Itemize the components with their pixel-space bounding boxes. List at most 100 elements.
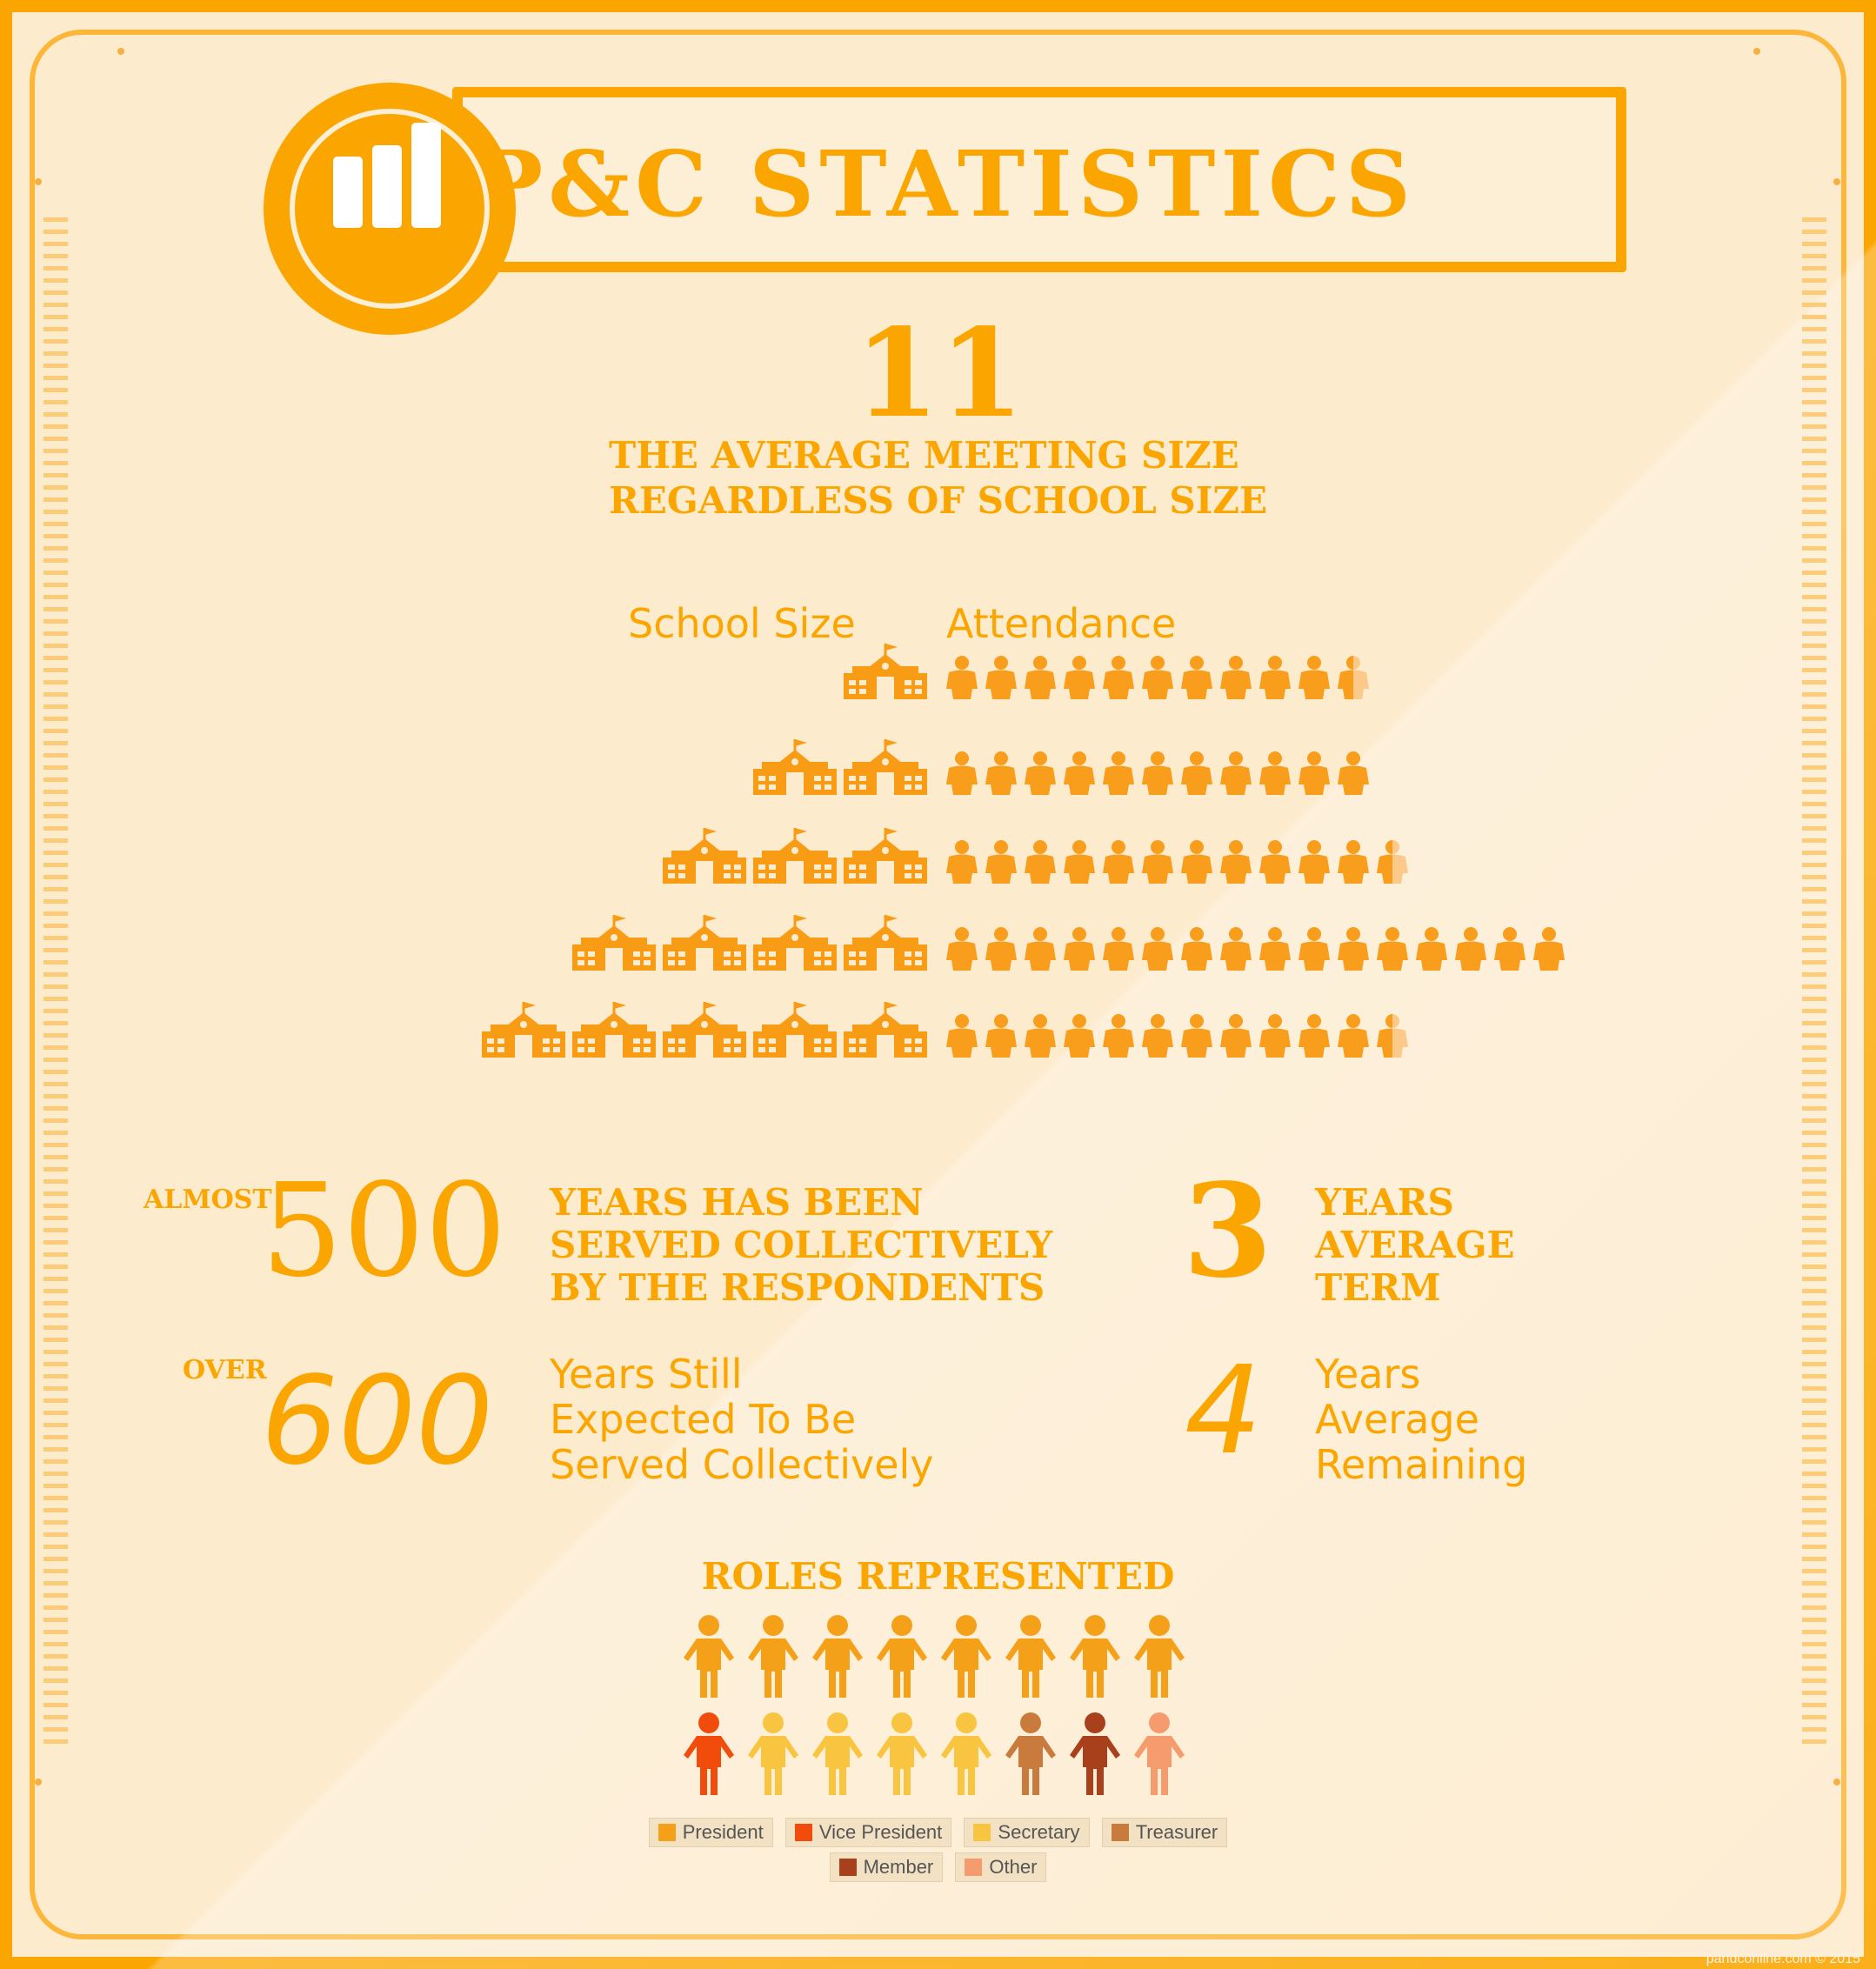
person-icon (1259, 1014, 1291, 1058)
role-person-icon (748, 1712, 798, 1795)
legend-swatch (965, 1859, 983, 1876)
remaining-line3: Remaining (1315, 1441, 1528, 1488)
legend-item-treasurer: Treasurer (1101, 1818, 1228, 1847)
role-person-icon (941, 1712, 991, 1795)
person-icon (1338, 1014, 1369, 1058)
served-prefix: ALMOST (144, 1185, 272, 1215)
person-icon (1064, 656, 1095, 699)
term-line3: TERM (1315, 1266, 1441, 1309)
school-icon (842, 913, 929, 972)
term-line1: YEARS (1315, 1181, 1454, 1224)
person-icon (1181, 1014, 1212, 1058)
legend-label: Treasurer (1135, 1821, 1218, 1843)
person-icon (1181, 927, 1212, 971)
role-person-icon (1070, 1615, 1120, 1698)
school-icon (571, 913, 658, 972)
remaining-line1: Years (1315, 1351, 1421, 1398)
person-icon (1338, 840, 1369, 884)
school-icon (751, 913, 838, 972)
legend-item-member: Member (829, 1852, 944, 1882)
person-icon (946, 751, 978, 795)
meeting-caption-line1: THE AVERAGE MEETING SIZE (609, 434, 1239, 477)
person-icon (1299, 656, 1330, 699)
person-icon (1299, 751, 1330, 795)
bar-chart-icon (372, 145, 402, 228)
person-icon (1103, 751, 1134, 795)
school-icon (842, 642, 929, 701)
person-icon (1220, 840, 1252, 884)
roles-legend-row-2: Member Other (0, 1852, 1876, 1882)
person-icon (1064, 751, 1095, 795)
inner-frame (30, 30, 1846, 1939)
served-number: 500 (261, 1156, 507, 1305)
corner-dot (1833, 178, 1840, 185)
remaining-line2: Average (1315, 1396, 1479, 1443)
school-icon (842, 738, 929, 797)
person-icon (1064, 927, 1095, 971)
legend-item-vice-president: Vice President (784, 1818, 952, 1847)
person-icon (1299, 840, 1330, 884)
school-icon (480, 1000, 567, 1059)
attendance-row (661, 826, 1408, 885)
person-icon (1220, 656, 1252, 699)
school-icon (842, 826, 929, 885)
footer-credit: pandconline.com © 2015 (1706, 1952, 1860, 1966)
person-icon (1299, 1014, 1330, 1058)
person-icon (985, 751, 1017, 795)
school-icon (751, 826, 838, 885)
expected-line3: Served Collectively (550, 1441, 934, 1488)
page-title: P&C STATISTICS (475, 130, 1416, 237)
chart-badge (264, 83, 516, 335)
legend-swatch (1111, 1824, 1129, 1841)
person-icon (1533, 927, 1565, 971)
person-icon (1377, 927, 1408, 971)
legend-label: Member (863, 1856, 934, 1878)
expected-caption: Years Still Expected To Be Served Collec… (550, 1352, 934, 1487)
role-person-icon (1005, 1712, 1056, 1795)
right-decorative-ticks (1802, 217, 1826, 1748)
meeting-caption-line2: REGARDLESS OF SCHOOL SIZE (609, 479, 1268, 522)
legend-label: Secretary (998, 1821, 1080, 1843)
corner-dot (117, 48, 124, 55)
role-person-icon (1070, 1712, 1120, 1795)
person-icon (1259, 656, 1291, 699)
person-icon (1220, 751, 1252, 795)
role-person-icon (941, 1615, 991, 1698)
legend-swatch (973, 1824, 991, 1841)
role-person-icon (877, 1615, 927, 1698)
school-icon (661, 1000, 748, 1059)
school-icon (842, 1000, 929, 1059)
person-icon (1220, 927, 1252, 971)
remaining-number: 4 (1185, 1340, 1263, 1482)
legend-label: President (682, 1821, 764, 1843)
person-icon (946, 656, 978, 699)
school-size-heading: School Size (628, 600, 856, 647)
roles-pictogram (684, 1615, 1185, 1795)
bar-chart-icon (333, 157, 363, 228)
person-icon (1494, 927, 1526, 971)
person-icon (1064, 840, 1095, 884)
legend-swatch (658, 1824, 676, 1841)
expected-line1: Years Still (550, 1351, 743, 1398)
corner-dot (1753, 48, 1760, 55)
person-icon (1259, 927, 1291, 971)
role-person-icon (812, 1615, 863, 1698)
legend-label: Vice President (818, 1821, 943, 1843)
person-icon (1259, 751, 1291, 795)
person-icon (1064, 1014, 1095, 1058)
person-icon (1103, 1014, 1134, 1058)
attendance-heading: Attendance (946, 600, 1177, 647)
person-icon (1025, 840, 1056, 884)
expected-number: 600 (261, 1351, 494, 1492)
person-icon (1181, 656, 1212, 699)
school-icon (661, 913, 748, 972)
term-line2: AVERAGE (1315, 1224, 1515, 1266)
role-person-icon (1134, 1712, 1185, 1795)
attendance-row (480, 1000, 1408, 1059)
person-icon (1025, 927, 1056, 971)
person-icon (1181, 840, 1212, 884)
person-icon (985, 1014, 1017, 1058)
